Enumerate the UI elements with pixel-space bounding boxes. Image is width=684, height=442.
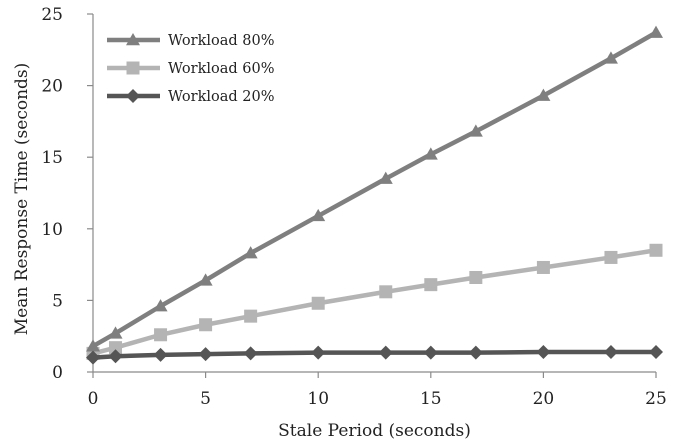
x-tick-label: 25 — [645, 389, 667, 409]
x-tick-label: 20 — [533, 389, 555, 409]
data-point — [378, 345, 393, 360]
legend-marker — [126, 61, 140, 75]
data-point — [243, 346, 258, 361]
data-point — [244, 309, 258, 323]
series-line — [90, 248, 659, 356]
legend-marker — [126, 33, 140, 46]
data-point — [423, 147, 438, 160]
data-point — [469, 270, 483, 284]
data-point — [154, 328, 168, 342]
legend-label: Workload 60% — [168, 61, 275, 77]
data-point — [536, 260, 550, 274]
legend: Workload 80% Workload 60% Workload 20% — [107, 33, 275, 105]
data-point — [604, 250, 618, 264]
data-point — [603, 344, 618, 359]
data-point — [198, 347, 213, 362]
x-tick-label: 10 — [307, 389, 329, 409]
data-point — [243, 246, 258, 259]
data-point — [198, 273, 213, 286]
data-point — [649, 243, 663, 257]
legend-label: Workload 20% — [168, 89, 275, 105]
data-point — [311, 345, 326, 360]
data-point — [153, 299, 168, 312]
data-point — [153, 347, 168, 362]
data-point — [108, 326, 123, 339]
x-tick-label: 0 — [88, 389, 99, 409]
data-point — [108, 349, 123, 364]
y-tick-label: 25 — [41, 5, 63, 25]
data-point — [86, 339, 100, 352]
data-point — [468, 345, 483, 360]
data-point — [199, 318, 213, 332]
y-tick-label: 15 — [41, 148, 63, 168]
data-point — [379, 285, 393, 299]
series-1 — [86, 243, 663, 360]
series-layer — [86, 25, 663, 365]
data-point — [649, 344, 663, 359]
data-point — [536, 344, 551, 359]
data-point — [109, 341, 123, 355]
x-tick-label: 5 — [200, 389, 211, 409]
data-point — [424, 278, 438, 292]
data-point — [423, 345, 438, 360]
axes — [92, 14, 656, 373]
y-tick-label: 10 — [41, 220, 63, 240]
legend-label: Workload 80% — [168, 33, 275, 49]
legend-item: Workload 20% — [107, 89, 275, 105]
x-axis-title: Stale Period (seconds) — [278, 421, 471, 441]
x-axis-ticks: 0 5 10 15 20 25 — [88, 372, 667, 409]
data-point — [311, 296, 325, 310]
x-tick-label: 15 — [420, 389, 442, 409]
series-0 — [86, 25, 663, 352]
data-point — [536, 88, 551, 101]
data-point — [86, 350, 100, 365]
y-tick-label: 5 — [52, 291, 63, 311]
series-2 — [86, 344, 663, 365]
y-tick-label: 20 — [41, 77, 63, 97]
y-axis-title: Mean Response Time (seconds) — [12, 63, 32, 336]
legend-marker — [126, 89, 140, 103]
y-axis-ticks: 0 5 10 15 20 25 — [41, 5, 93, 383]
legend-item: Workload 60% — [107, 61, 275, 77]
y-tick-label: 0 — [52, 363, 63, 383]
data-point — [649, 25, 663, 38]
legend-item: Workload 80% — [107, 33, 275, 49]
data-point — [311, 208, 326, 222]
data-point — [378, 171, 393, 184]
series-line — [90, 30, 659, 349]
series-line — [90, 349, 659, 360]
data-point — [468, 124, 483, 137]
data-point — [603, 51, 618, 64]
